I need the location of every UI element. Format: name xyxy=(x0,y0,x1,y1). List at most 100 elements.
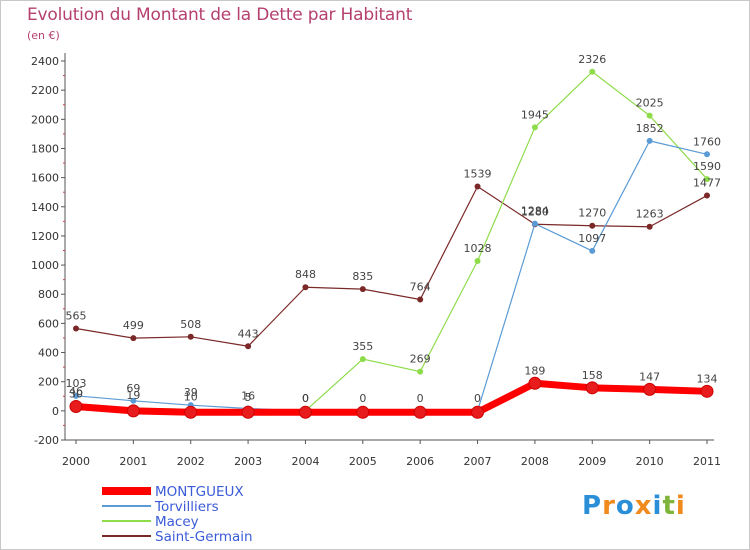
data-label: 835 xyxy=(352,270,373,283)
logo-letter: r xyxy=(602,491,616,521)
data-point xyxy=(187,333,194,340)
data-point xyxy=(700,384,714,398)
data-label: 1539 xyxy=(464,168,492,181)
data-label: 0 xyxy=(474,392,481,405)
y-tick-label: 1400 xyxy=(31,201,59,214)
data-label: 764 xyxy=(410,280,431,293)
data-point xyxy=(302,284,309,291)
x-tick-label: 2004 xyxy=(291,455,319,468)
y-tick-label: 200 xyxy=(38,376,59,389)
proxiti-logo: Proxiti xyxy=(582,491,686,521)
chart-title: Evolution du Montant de la Dette par Hab… xyxy=(27,5,413,25)
x-tick-label: 2001 xyxy=(119,455,147,468)
data-point xyxy=(359,356,366,363)
data-point xyxy=(589,222,596,229)
data-label: 1852 xyxy=(636,122,664,135)
y-tick-label: 2000 xyxy=(31,113,59,126)
x-tick-label: 2010 xyxy=(636,455,664,468)
data-label: 2025 xyxy=(636,97,664,110)
logo-letter: P xyxy=(582,491,603,521)
legend-label: Saint-Germain xyxy=(155,529,253,545)
data-point xyxy=(241,405,255,419)
data-point xyxy=(646,112,653,119)
logo-letter: t xyxy=(662,491,676,521)
data-point xyxy=(474,257,481,264)
x-tick-label: 2002 xyxy=(177,455,205,468)
data-label: 30 xyxy=(69,387,83,400)
data-label: 1280 xyxy=(521,205,549,218)
data-label: 1945 xyxy=(521,108,549,121)
data-label: 443 xyxy=(238,327,259,340)
data-point xyxy=(413,405,427,419)
logo-letter: i xyxy=(652,491,663,521)
data-label: 147 xyxy=(639,370,660,383)
data-point xyxy=(356,405,370,419)
data-label: 0 xyxy=(359,392,366,405)
y-tick-label: 400 xyxy=(38,347,59,360)
series-line-macey xyxy=(75,71,708,412)
y-tick-label: 1000 xyxy=(31,259,59,272)
data-label: 1477 xyxy=(693,177,721,190)
data-point xyxy=(245,343,252,350)
data-point xyxy=(130,335,137,342)
data-label: 69 xyxy=(126,382,140,395)
data-point xyxy=(589,247,596,254)
data-point xyxy=(69,399,83,413)
data-label: 19 xyxy=(126,389,140,402)
y-tick-label: 600 xyxy=(38,317,59,330)
data-label: 189 xyxy=(524,364,545,377)
logo-letter: o xyxy=(615,491,635,521)
data-point xyxy=(130,397,137,404)
data-point xyxy=(359,286,366,293)
data-point xyxy=(704,176,710,183)
data-point xyxy=(643,382,657,396)
data-label: 1760 xyxy=(693,135,721,148)
x-tick-label: 2008 xyxy=(521,455,549,468)
data-point xyxy=(646,223,653,230)
y-tick-label: 2400 xyxy=(31,55,59,68)
data-label: 848 xyxy=(295,268,316,281)
data-label: 508 xyxy=(180,318,201,331)
y-tick-label: 1200 xyxy=(31,230,59,243)
data-label: 1284 xyxy=(521,205,549,218)
data-label: 1270 xyxy=(578,207,606,220)
x-tick-label: 2007 xyxy=(464,455,492,468)
data-point xyxy=(589,68,596,75)
logo-letter: x xyxy=(634,491,653,521)
series-line-torvilliers xyxy=(75,140,708,412)
data-label: 0 xyxy=(417,392,424,405)
data-label: 0 xyxy=(302,392,309,405)
data-point xyxy=(184,405,198,419)
data-point xyxy=(417,296,424,303)
x-tick-label: 2009 xyxy=(578,455,606,468)
data-label: 158 xyxy=(582,369,603,382)
x-tick-label: 2000 xyxy=(62,455,90,468)
data-point xyxy=(531,124,538,131)
y-tick-label: -200 xyxy=(34,434,59,447)
data-label: 2326 xyxy=(578,53,606,66)
data-label: 1590 xyxy=(693,160,721,173)
data-point xyxy=(704,192,710,199)
series-line-montgueux xyxy=(75,379,708,416)
legend-label: Torvilliers xyxy=(154,499,219,515)
data-label: 5 xyxy=(245,391,252,404)
data-label: 269 xyxy=(410,353,431,366)
data-label: 1028 xyxy=(464,242,492,255)
data-label: 16 xyxy=(241,390,255,403)
data-label: 355 xyxy=(352,340,373,353)
data-label: 565 xyxy=(66,309,87,322)
data-point xyxy=(126,404,140,418)
data-label: 0 xyxy=(302,392,309,405)
y-tick-label: 1600 xyxy=(31,172,59,185)
series-line-saint-germain xyxy=(75,185,708,347)
data-point xyxy=(528,376,542,390)
data-label: 10 xyxy=(184,390,198,403)
data-label: 46 xyxy=(69,385,83,398)
data-point xyxy=(471,405,485,419)
data-label: 134 xyxy=(697,372,718,385)
data-point xyxy=(531,220,538,227)
y-tick-label: 800 xyxy=(38,288,59,301)
x-tick-label: 2003 xyxy=(234,455,262,468)
